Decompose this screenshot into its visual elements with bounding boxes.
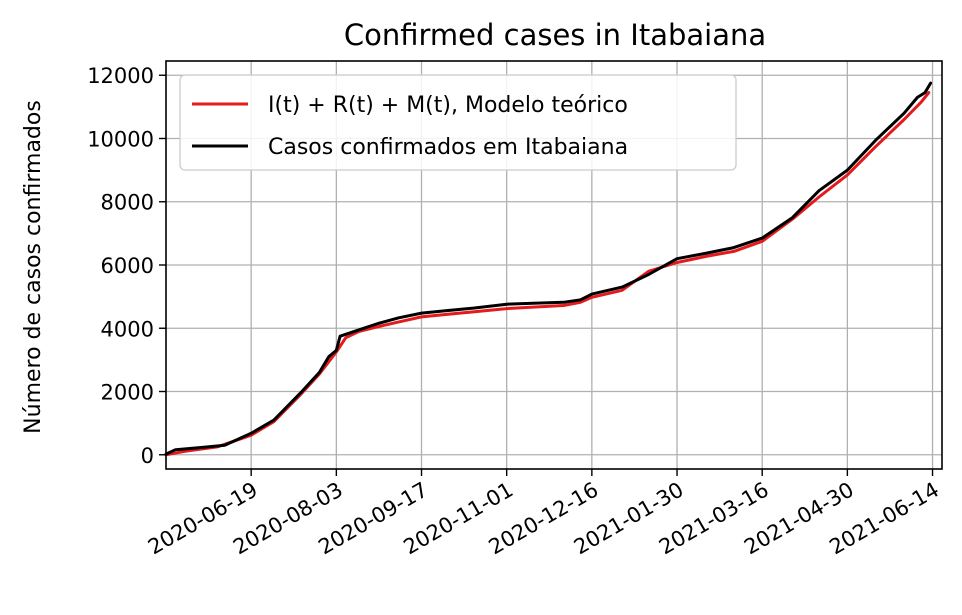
legend-label-2: Casos confirmados em Itabaiana — [268, 135, 628, 160]
legend-label-1: I(t) + R(t) + M(t), Modelo teórico — [268, 93, 628, 118]
y-tick-label: 6000 — [101, 254, 154, 278]
y-tick-label: 4000 — [101, 317, 154, 341]
y-tick-label: 12000 — [87, 64, 154, 88]
y-axis: 0 2000 4000 6000 8000 10000 12000 — [87, 64, 166, 468]
y-tick-label: 10000 — [87, 127, 154, 151]
series-layer — [164, 81, 933, 457]
chart-title: Confirmed cases in Itabaiana — [344, 18, 766, 52]
y-axis-label: Número de casos confirmados — [21, 100, 46, 434]
legend-box — [179, 74, 737, 171]
series-line-2 — [164, 81, 933, 456]
y-tick-label: 2000 — [101, 381, 154, 405]
y-tick-label: 0 — [141, 444, 154, 468]
y-tick-label: 8000 — [101, 191, 154, 215]
legend: I(t) + R(t) + M(t), Modelo teórico Casos … — [179, 74, 737, 171]
